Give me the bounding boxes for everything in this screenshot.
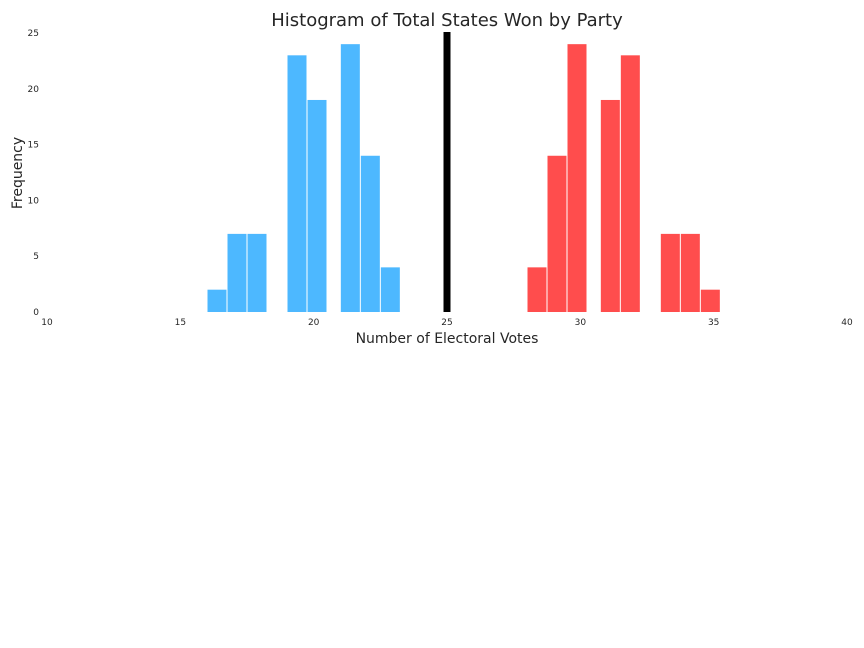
histogram-bar-0-6	[360, 155, 380, 312]
y-tick-label: 20	[28, 85, 40, 95]
y-axis-label: Frequency	[10, 137, 26, 209]
x-tick-label: 40	[841, 318, 853, 328]
histogram-bar-1-3	[600, 99, 620, 313]
y-tick-label: 0	[33, 308, 39, 318]
histogram-bar-0-0	[207, 289, 227, 312]
x-tick-label: 25	[441, 318, 452, 328]
x-tick-label: 20	[308, 318, 320, 328]
histogram-bar-0-3	[287, 55, 307, 312]
histogram-bar-0-4	[307, 99, 327, 313]
histogram-bar-1-6	[680, 233, 700, 312]
histogram-bar-0-2	[247, 233, 267, 312]
histogram-bar-0-7	[380, 267, 400, 312]
x-tick-label: 10	[41, 318, 53, 328]
histogram-bar-1-0	[527, 267, 547, 312]
y-tick-label: 5	[33, 252, 39, 262]
histogram-bar-1-5	[660, 233, 680, 312]
y-tick-label: 10	[28, 196, 40, 206]
y-tick-label: 15	[28, 141, 39, 151]
histogram-bar-1-1	[547, 155, 567, 312]
bars-group	[207, 32, 720, 313]
x-ticks-group: 10 15 20 25 30 35 40	[41, 318, 853, 328]
histogram-bar-0-5	[340, 44, 360, 312]
histogram-bar-0-1	[227, 233, 247, 312]
x-tick-label: 35	[708, 318, 719, 328]
y-tick-label: 25	[28, 29, 39, 39]
threshold-line	[443, 32, 451, 312]
y-ticks-group: 0 5 10 15 20 25	[28, 29, 40, 318]
x-axis-label: Number of Electoral Votes	[356, 331, 539, 347]
x-tick-label: 15	[175, 318, 186, 328]
histogram-bar-1-2	[567, 44, 587, 312]
x-tick-label: 30	[575, 318, 587, 328]
histogram-bar-1-4	[620, 55, 640, 312]
histogram-bar-1-7	[700, 289, 720, 312]
chart-title: Histogram of Total States Won by Party	[271, 10, 623, 31]
